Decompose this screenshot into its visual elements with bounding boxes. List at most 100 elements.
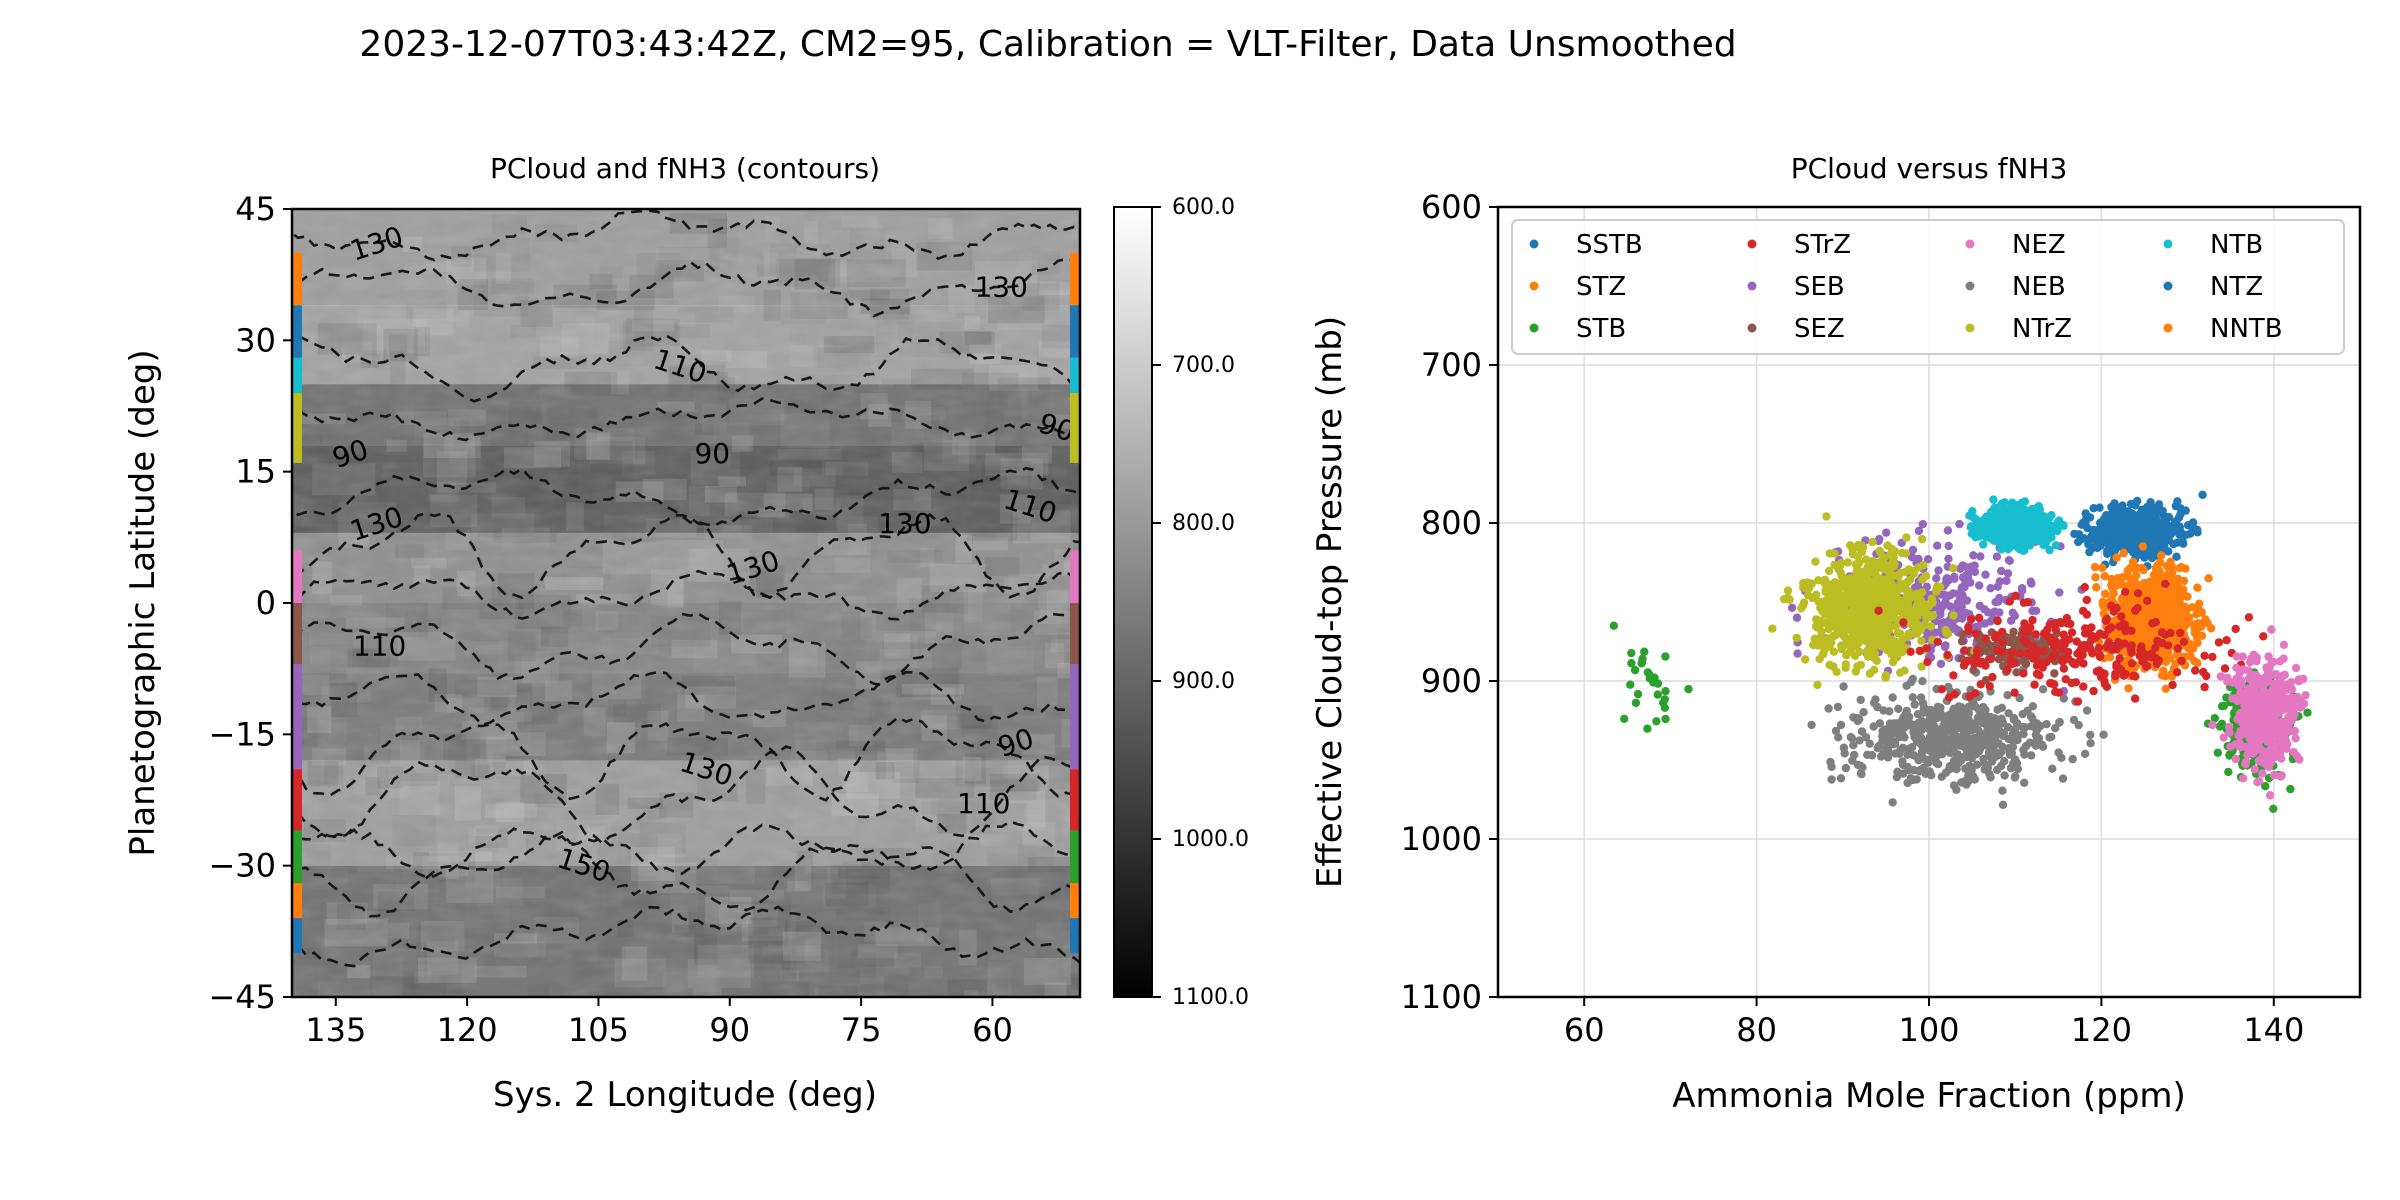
scatter-points bbox=[1609, 490, 2312, 813]
scatter-point bbox=[2134, 619, 2143, 628]
scatter-point bbox=[2013, 764, 2023, 774]
colorbar-tick-label: 1100.0 bbox=[1172, 985, 1249, 1010]
map-y-tick-label: 0 bbox=[256, 584, 276, 622]
scatter-point bbox=[2145, 550, 2155, 559]
scatter-point bbox=[2045, 620, 2054, 629]
scatter-point bbox=[1846, 732, 1856, 742]
scatter-point bbox=[1929, 721, 1939, 730]
scatter-point bbox=[1949, 611, 1958, 620]
scatter-point bbox=[2035, 534, 2045, 544]
scatter-point bbox=[1889, 729, 1898, 738]
scatter-point bbox=[2241, 757, 2251, 767]
zone-marker-right bbox=[1070, 550, 1080, 603]
scatter-point bbox=[1879, 706, 1888, 715]
scatter-point bbox=[1839, 743, 1849, 752]
scatter-point bbox=[1988, 535, 1998, 544]
contour-line bbox=[292, 209, 1080, 262]
scatter-point bbox=[2020, 546, 2029, 555]
scatter-point bbox=[2087, 623, 2096, 632]
scatter-point bbox=[1990, 752, 1999, 762]
scatter-point bbox=[1979, 540, 1988, 549]
scatter-point bbox=[2107, 594, 2116, 604]
scatter-point bbox=[2008, 659, 2017, 669]
scatter-point bbox=[2030, 525, 2040, 535]
scatter-point bbox=[1836, 720, 1846, 730]
scatter-point bbox=[1637, 659, 1646, 668]
scatter-point bbox=[2184, 644, 2193, 653]
scatter-point bbox=[1975, 527, 1984, 536]
scatter-point bbox=[1846, 614, 1856, 623]
zone-marker-left bbox=[292, 357, 302, 393]
scatter-point bbox=[1653, 690, 1663, 699]
scatter-point bbox=[2034, 733, 2044, 743]
scatter-point bbox=[1997, 566, 2006, 576]
scatter-point bbox=[1660, 695, 1670, 704]
scatter-point bbox=[1994, 511, 2003, 521]
scatter-point bbox=[1932, 587, 1941, 596]
scatter-point bbox=[2098, 600, 2108, 610]
scatter-point bbox=[2161, 573, 2170, 582]
scatter-point bbox=[1842, 583, 1851, 592]
scatter-point bbox=[1975, 706, 1984, 715]
scatter-point bbox=[1857, 727, 1867, 736]
scatter-point bbox=[2099, 669, 2108, 678]
scatter-point bbox=[1957, 778, 1966, 787]
scatter-point bbox=[1882, 528, 1891, 537]
scatter-point bbox=[1825, 582, 1835, 592]
scatter-point bbox=[2168, 680, 2177, 690]
scatter-point bbox=[2102, 642, 2111, 652]
scatter-point bbox=[2193, 658, 2202, 668]
scatter-point bbox=[2219, 733, 2228, 742]
scatter-point bbox=[1875, 614, 1885, 624]
colorbar-tick-label: 600.0 bbox=[1172, 195, 1235, 220]
scatter-point bbox=[2019, 513, 2029, 522]
scatter-point bbox=[1869, 635, 1878, 645]
scatter-point bbox=[2269, 804, 2278, 813]
zone-marker-right bbox=[1070, 603, 1080, 665]
scatter-point bbox=[1936, 659, 1946, 669]
scatter-point bbox=[1969, 666, 1978, 675]
scatter-point bbox=[2100, 572, 2110, 581]
scatter-point bbox=[2158, 638, 2167, 648]
scatter-point bbox=[2028, 615, 2037, 625]
scatter-point bbox=[2250, 765, 2259, 774]
scatter-point bbox=[1986, 584, 1995, 593]
scatter-point bbox=[2128, 515, 2137, 524]
scatter-point bbox=[2064, 647, 2073, 657]
scatter-point bbox=[1785, 595, 1794, 604]
scatter-point bbox=[2103, 546, 2112, 556]
scatter-point bbox=[1832, 606, 1842, 615]
scatter-point bbox=[1845, 625, 1854, 634]
scatter-point bbox=[1807, 720, 1816, 730]
scatter-point bbox=[1908, 775, 1918, 785]
scatter-point bbox=[2101, 589, 2110, 598]
scatter-point bbox=[1902, 681, 1911, 690]
scatter-point bbox=[1942, 629, 1951, 638]
scatter-point bbox=[2264, 652, 2273, 661]
scatter-point bbox=[2119, 548, 2128, 557]
scatter-point bbox=[1982, 512, 1991, 521]
scatter-point bbox=[1928, 745, 1937, 754]
scatter-point bbox=[1850, 750, 1859, 760]
scatter-point bbox=[2299, 674, 2308, 684]
scatter-point bbox=[1918, 588, 1927, 597]
scatter-point bbox=[2120, 539, 2130, 548]
scatter-point bbox=[2267, 625, 2276, 634]
scatter-point bbox=[1950, 690, 1959, 699]
scatter-point bbox=[1917, 662, 1926, 671]
scatter-point bbox=[1899, 769, 1908, 778]
scatter-point bbox=[2020, 750, 2029, 759]
scatter-point bbox=[2080, 749, 2090, 758]
scatter-point bbox=[1626, 680, 1635, 689]
scatter-point bbox=[1901, 567, 1910, 577]
scatter-point bbox=[2208, 652, 2217, 662]
scatter-point bbox=[2238, 652, 2247, 661]
scatter-point bbox=[2051, 625, 2061, 634]
scatter-point bbox=[1966, 578, 1975, 587]
scatter-point bbox=[1812, 590, 1821, 599]
scatter-point bbox=[2098, 516, 2108, 526]
contour-line bbox=[292, 905, 1080, 968]
scatter-point bbox=[2146, 630, 2155, 640]
scatter-point bbox=[2095, 503, 2104, 512]
